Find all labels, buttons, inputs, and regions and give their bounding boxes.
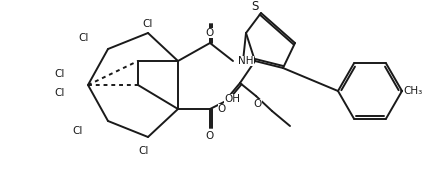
Text: O: O (206, 131, 214, 141)
Text: O: O (218, 104, 226, 114)
Text: Cl: Cl (73, 126, 83, 136)
Text: O: O (254, 99, 262, 109)
Text: OH: OH (224, 94, 240, 104)
Text: O: O (206, 28, 214, 38)
Text: Cl: Cl (55, 69, 65, 79)
Text: S: S (251, 0, 259, 12)
Text: Cl: Cl (139, 146, 149, 156)
Text: Cl: Cl (143, 19, 153, 29)
Text: NH: NH (238, 56, 253, 66)
Text: CH₃: CH₃ (403, 86, 422, 96)
Text: Cl: Cl (79, 33, 89, 43)
Text: Cl: Cl (55, 88, 65, 98)
